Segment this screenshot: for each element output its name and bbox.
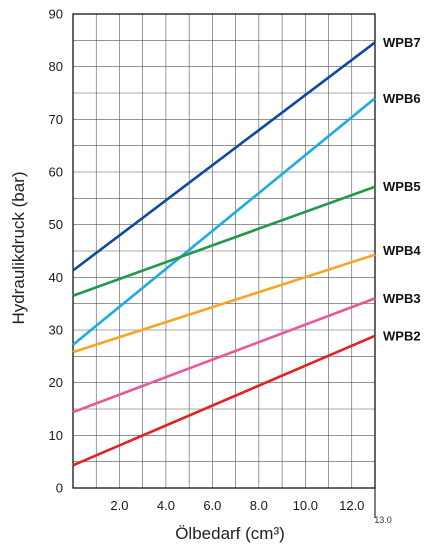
series-label-wpb2: WPB2 [383,328,421,343]
y-tick-label: 70 [49,112,63,127]
series-line-wpb5 [72,185,376,297]
y-tick-label: 80 [49,59,63,74]
grid [73,14,375,488]
y-tick-label: 90 [49,7,63,22]
y-tick-label: 20 [49,375,63,390]
series-line-wpb2 [72,334,376,467]
series-label-wpb4: WPB4 [383,243,421,258]
x-end-label: 13.0 [374,515,392,525]
series-line-wpb7 [72,41,376,272]
x-tick-label: 6.0 [203,498,221,513]
x-axis-ticks: 2.0 4.0 6.0 8.0 10.0 12.0 [110,498,364,513]
series-labels: WPB7 WPB6 WPB5 WPB4 WPB3 WPB2 [383,35,421,343]
y-axis-ticks: 0 10 20 30 40 50 60 70 80 90 [49,7,63,496]
series-line-wpb3 [72,297,376,414]
x-tick-label: 12.0 [339,498,364,513]
x-axis-title: Ölbedarf (cm³) [175,524,285,543]
series-label-wpb6: WPB6 [383,91,421,106]
series-label-wpb3: WPB3 [383,291,421,306]
y-tick-label: 30 [49,323,63,338]
x-tick-label: 2.0 [110,498,128,513]
y-axis-title: Hydraulikdruck (bar) [9,171,28,324]
plot-frame [72,13,376,489]
y-tick-label: 10 [49,428,63,443]
x-tick-label: 4.0 [157,498,175,513]
x-tick-label: 8.0 [250,498,268,513]
series-label-wpb7: WPB7 [383,35,421,50]
series-label-wpb5: WPB5 [383,179,421,194]
y-tick-label: 0 [56,481,63,496]
y-tick-label: 50 [49,217,63,232]
series-lines [72,41,376,467]
y-tick-label: 60 [49,165,63,180]
x-tick-label: 10.0 [293,498,318,513]
y-tick-label: 40 [49,270,63,285]
series-line-wpb4 [72,253,376,354]
series-line-wpb6 [72,97,376,346]
